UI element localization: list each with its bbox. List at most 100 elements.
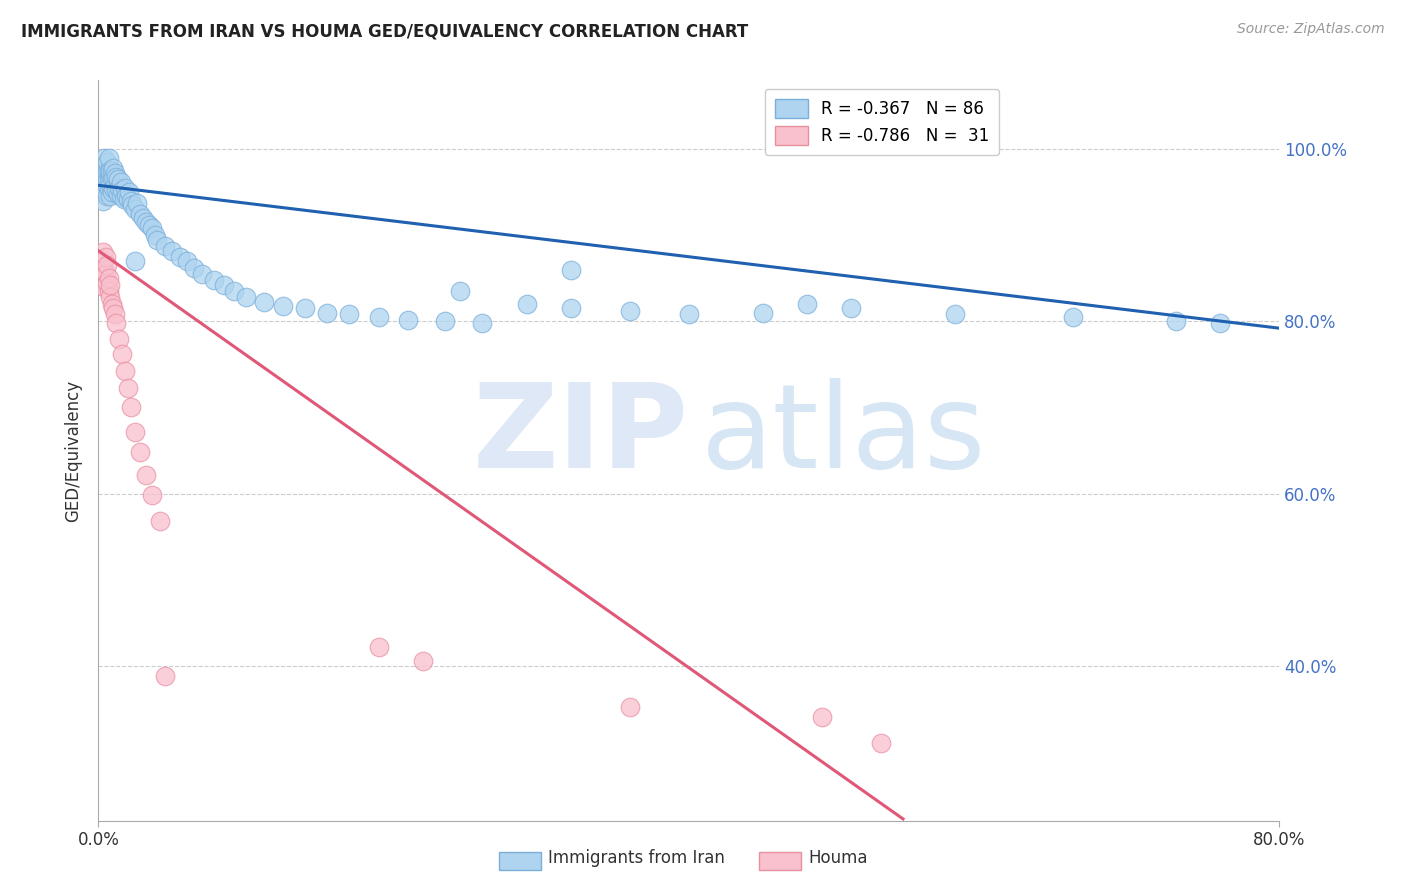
Point: [98, 177, 121, 191]
Text: Source: ZipAtlas.com: Source: ZipAtlas.com: [1237, 22, 1385, 37]
Point: [100, 163, 122, 178]
Point: [108, 181, 131, 195]
Point: [176, 254, 198, 268]
Point: [94, 267, 117, 281]
Point: [841, 301, 863, 316]
Point: [105, 316, 128, 330]
Point: [94, 177, 117, 191]
Point: [1062, 310, 1084, 324]
Point: [294, 301, 316, 316]
Point: [90, 177, 112, 191]
Point: [97, 163, 120, 178]
Point: [97, 284, 120, 298]
Point: [93, 181, 115, 195]
Point: [191, 267, 214, 281]
Point: [103, 169, 125, 184]
Point: [943, 308, 966, 322]
Point: [560, 262, 582, 277]
Point: [97, 181, 120, 195]
Point: [316, 306, 339, 320]
Point: [368, 310, 391, 324]
Point: [114, 181, 136, 195]
Point: [96, 189, 118, 203]
Point: [100, 297, 122, 311]
Point: [135, 467, 157, 482]
Point: [98, 290, 121, 304]
Point: [96, 276, 118, 290]
Point: [105, 184, 128, 198]
Point: [271, 299, 294, 313]
Point: [110, 175, 132, 189]
Point: [141, 488, 163, 502]
Point: [560, 301, 582, 316]
Point: [869, 736, 891, 750]
Point: [98, 163, 121, 178]
Point: [91, 194, 114, 208]
Point: [121, 198, 143, 212]
Text: atlas: atlas: [700, 378, 986, 493]
Point: [103, 181, 125, 195]
Point: [1209, 316, 1232, 330]
Point: [104, 166, 127, 180]
Point: [143, 228, 166, 243]
Point: [96, 259, 118, 273]
Point: [100, 185, 122, 199]
Point: [751, 306, 773, 320]
Text: Immigrants from Iran: Immigrants from Iran: [548, 849, 725, 867]
Point: [100, 172, 122, 186]
Point: [149, 514, 172, 528]
Point: [93, 262, 115, 277]
Point: [103, 301, 125, 316]
Point: [104, 308, 127, 322]
Point: [125, 195, 148, 210]
Point: [98, 168, 121, 182]
Point: [96, 163, 118, 178]
Point: [103, 161, 125, 175]
Point: [97, 151, 120, 165]
Point: [104, 178, 127, 193]
Point: [91, 168, 114, 182]
Point: [124, 254, 146, 268]
Point: [112, 192, 135, 206]
Point: [235, 290, 257, 304]
Point: [619, 304, 641, 318]
Point: [339, 308, 360, 322]
Point: [97, 271, 120, 285]
Point: [471, 316, 494, 330]
Point: [124, 202, 146, 217]
Point: [146, 233, 169, 247]
Point: [117, 382, 139, 396]
Point: [202, 273, 225, 287]
Point: [93, 280, 115, 294]
Point: [94, 185, 117, 199]
Point: [117, 192, 139, 206]
Point: [120, 401, 142, 415]
Point: [162, 244, 183, 258]
Point: [396, 312, 419, 326]
Point: [93, 163, 115, 178]
Point: [128, 207, 150, 221]
Point: [212, 278, 235, 293]
Point: [412, 654, 434, 668]
Point: [120, 194, 142, 208]
Point: [107, 186, 129, 201]
Point: [93, 151, 115, 165]
Text: Houma: Houma: [808, 849, 868, 867]
Point: [94, 250, 117, 264]
Point: [111, 347, 134, 361]
Point: [141, 221, 163, 235]
Text: ZIP: ZIP: [472, 378, 689, 493]
Point: [114, 364, 136, 378]
Point: [128, 445, 150, 459]
Point: [224, 284, 246, 298]
Point: [368, 640, 391, 654]
Point: [132, 211, 155, 225]
Point: [107, 172, 129, 186]
Text: IMMIGRANTS FROM IRAN VS HOUMA GED/EQUIVALENCY CORRELATION CHART: IMMIGRANTS FROM IRAN VS HOUMA GED/EQUIVA…: [21, 22, 748, 40]
Point: [105, 169, 128, 184]
Point: [98, 189, 121, 203]
Point: [515, 297, 537, 311]
Point: [97, 172, 120, 186]
Point: [135, 215, 157, 229]
Point: [153, 669, 176, 683]
